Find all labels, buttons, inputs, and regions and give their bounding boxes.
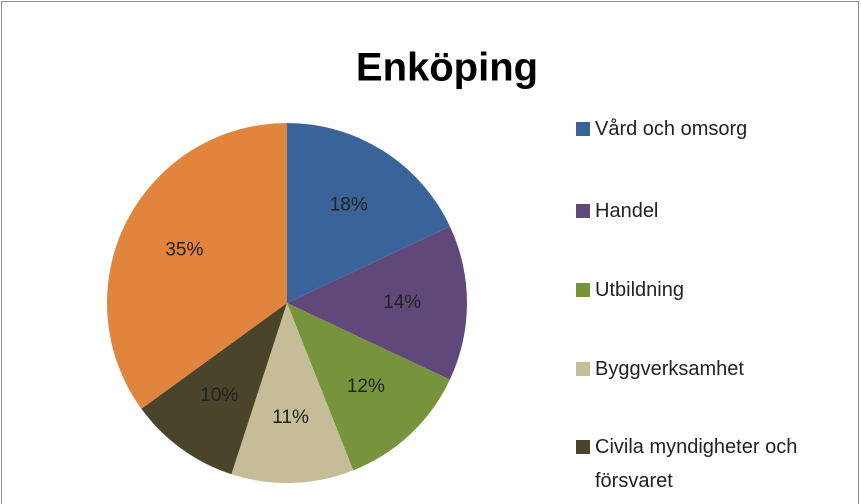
pie-slice [287, 123, 450, 303]
legend-swatch [576, 362, 590, 376]
pie-slice [287, 303, 450, 471]
data-label: 10% [200, 385, 238, 406]
legend-item: Handel [576, 194, 816, 228]
data-label: 11% [272, 407, 309, 428]
pie-slice [141, 303, 287, 475]
data-label: 14% [383, 292, 421, 313]
legend-item: Civila myndigheter och försvaret [576, 430, 816, 498]
legend-label: Byggverksamhet [595, 358, 744, 380]
pie-slice [106, 123, 287, 409]
data-label: 12% [347, 376, 385, 397]
legend-swatch [576, 283, 590, 297]
legend-swatch [576, 122, 590, 136]
legend-item: Vård och omsorg [576, 112, 816, 146]
legend-item: Utbildning [576, 273, 816, 307]
pie-slice [231, 303, 354, 483]
legend-item: Byggverksamhet [576, 352, 816, 386]
chart-title: Enköping [356, 46, 538, 90]
legend-label: Utbildning [595, 279, 684, 301]
legend-label: Handel [595, 200, 659, 222]
data-label: 35% [165, 240, 203, 261]
legend-swatch [576, 204, 590, 218]
legend-swatch [576, 440, 590, 454]
pie-slice [287, 226, 467, 380]
data-label: 18% [330, 195, 368, 216]
legend-label: Civila myndigheter och försvaret [595, 436, 798, 492]
legend-label: Vård och omsorg [595, 118, 748, 140]
